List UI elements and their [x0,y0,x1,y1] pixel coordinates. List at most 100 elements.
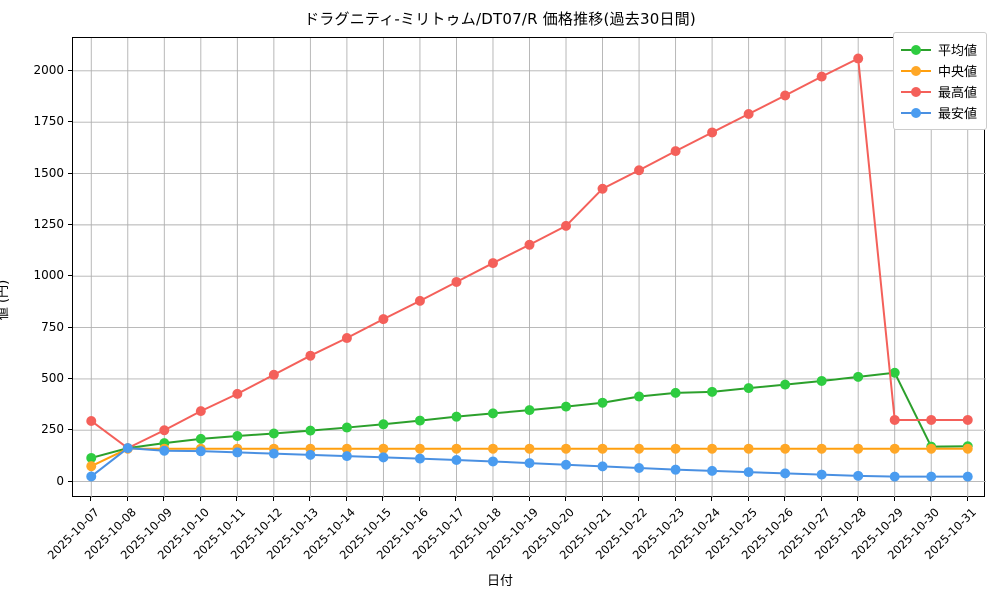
legend-label: 中央値 [937,65,977,80]
legend-swatch-icon [900,64,931,78]
data-point [816,469,827,480]
data-point [268,428,279,439]
data-point [414,453,425,464]
data-point [487,258,498,269]
data-point [889,471,900,482]
data-point [561,220,572,231]
data-point [487,456,498,467]
chart-legend: 平均値中央値最高値 最安値 [892,32,987,130]
data-point [159,425,170,436]
x-tick-label: 2025-10-31 [921,505,979,563]
x-tick-label: 2025-10-19 [483,505,541,563]
data-point [889,367,900,378]
legend-item-1[interactable]: 中央値 [900,60,977,81]
data-point [414,415,425,426]
data-point [853,371,864,382]
legend-label: 最高値 [937,86,977,101]
x-tick-label: 2025-10-20 [519,505,577,563]
data-point [561,443,572,454]
data-point [962,414,973,425]
x-tick-label: 2025-10-25 [702,505,760,563]
x-axis-label: 日付 [486,574,513,589]
x-tick-label: 2025-10-28 [811,505,870,563]
x-tick-label: 2025-10-29 [848,505,906,563]
x-tick-label: 2025-10-17 [410,505,468,563]
data-point [341,451,352,462]
data-point [232,447,243,458]
data-point [561,459,572,470]
data-point [634,443,645,454]
data-point [305,449,316,460]
data-point [159,445,170,456]
data-point [597,443,608,454]
data-point [743,443,754,454]
data-point [524,458,535,469]
legend-item-3[interactable]: 最安値 [900,102,977,123]
data-point [268,448,279,459]
legend-item-2[interactable]: 最高値 [900,81,977,102]
x-tick-label: 2025-10-27 [775,505,833,563]
data-point [487,443,498,454]
data-point [634,463,645,474]
y-tick-label: 0 [56,473,64,488]
data-point [86,471,97,482]
data-point [597,183,608,194]
data-point [305,425,316,436]
legend-swatch-icon [900,43,931,57]
data-point [451,455,462,466]
data-point [341,443,352,454]
data-point [451,411,462,422]
x-tick-label: 2025-10-15 [337,505,395,563]
data-point [378,452,389,463]
data-point [926,414,937,425]
data-point [780,90,791,101]
data-point [962,443,973,454]
y-tick-label: 1750 [33,114,64,129]
data-point [451,443,462,454]
series-lines [86,53,973,482]
data-point [195,446,206,457]
data-point [195,433,206,444]
y-tick-label: 1250 [33,216,64,231]
data-point [670,464,681,475]
grid-lines [73,38,986,498]
x-tick-label: 2025-10-07 [44,505,103,563]
x-tick-label: 2025-10-24 [665,505,723,563]
y-tick-label: 500 [41,370,64,385]
data-point [268,369,279,380]
data-point [780,468,791,479]
data-point [816,71,827,82]
data-point [780,379,791,390]
x-tick-label: 2025-10-30 [884,505,943,563]
data-point [853,53,864,64]
y-tick-label: 1500 [33,165,64,180]
data-point [524,239,535,250]
data-point [707,443,718,454]
data-point [86,415,97,426]
y-tick-label: 750 [41,319,64,334]
data-point [816,443,827,454]
chart-title: ドラグニティ-ミリトゥム/DT07/R 価格推移(過去30日間) [304,10,696,28]
data-point [414,295,425,306]
legend-item-0[interactable]: 平均値 [900,39,977,60]
x-tick-label: 2025-10-23 [629,505,687,563]
data-point [743,383,754,394]
data-point [341,333,352,344]
data-point [926,443,937,454]
y-axis-label: 値 (円) [0,279,11,320]
data-point [889,414,900,425]
data-point [670,443,681,454]
data-point [122,443,133,454]
data-point [232,430,243,441]
x-tick-label: 2025-10-12 [227,505,285,563]
data-point [305,350,316,361]
legend-label: 平均値 [937,44,977,59]
data-point [780,443,791,454]
data-point [524,405,535,416]
data-point [743,108,754,119]
data-point [634,391,645,402]
y-tick-label: 250 [41,422,64,437]
legend-swatch-icon [900,106,931,120]
data-point [816,375,827,386]
data-point [670,146,681,157]
